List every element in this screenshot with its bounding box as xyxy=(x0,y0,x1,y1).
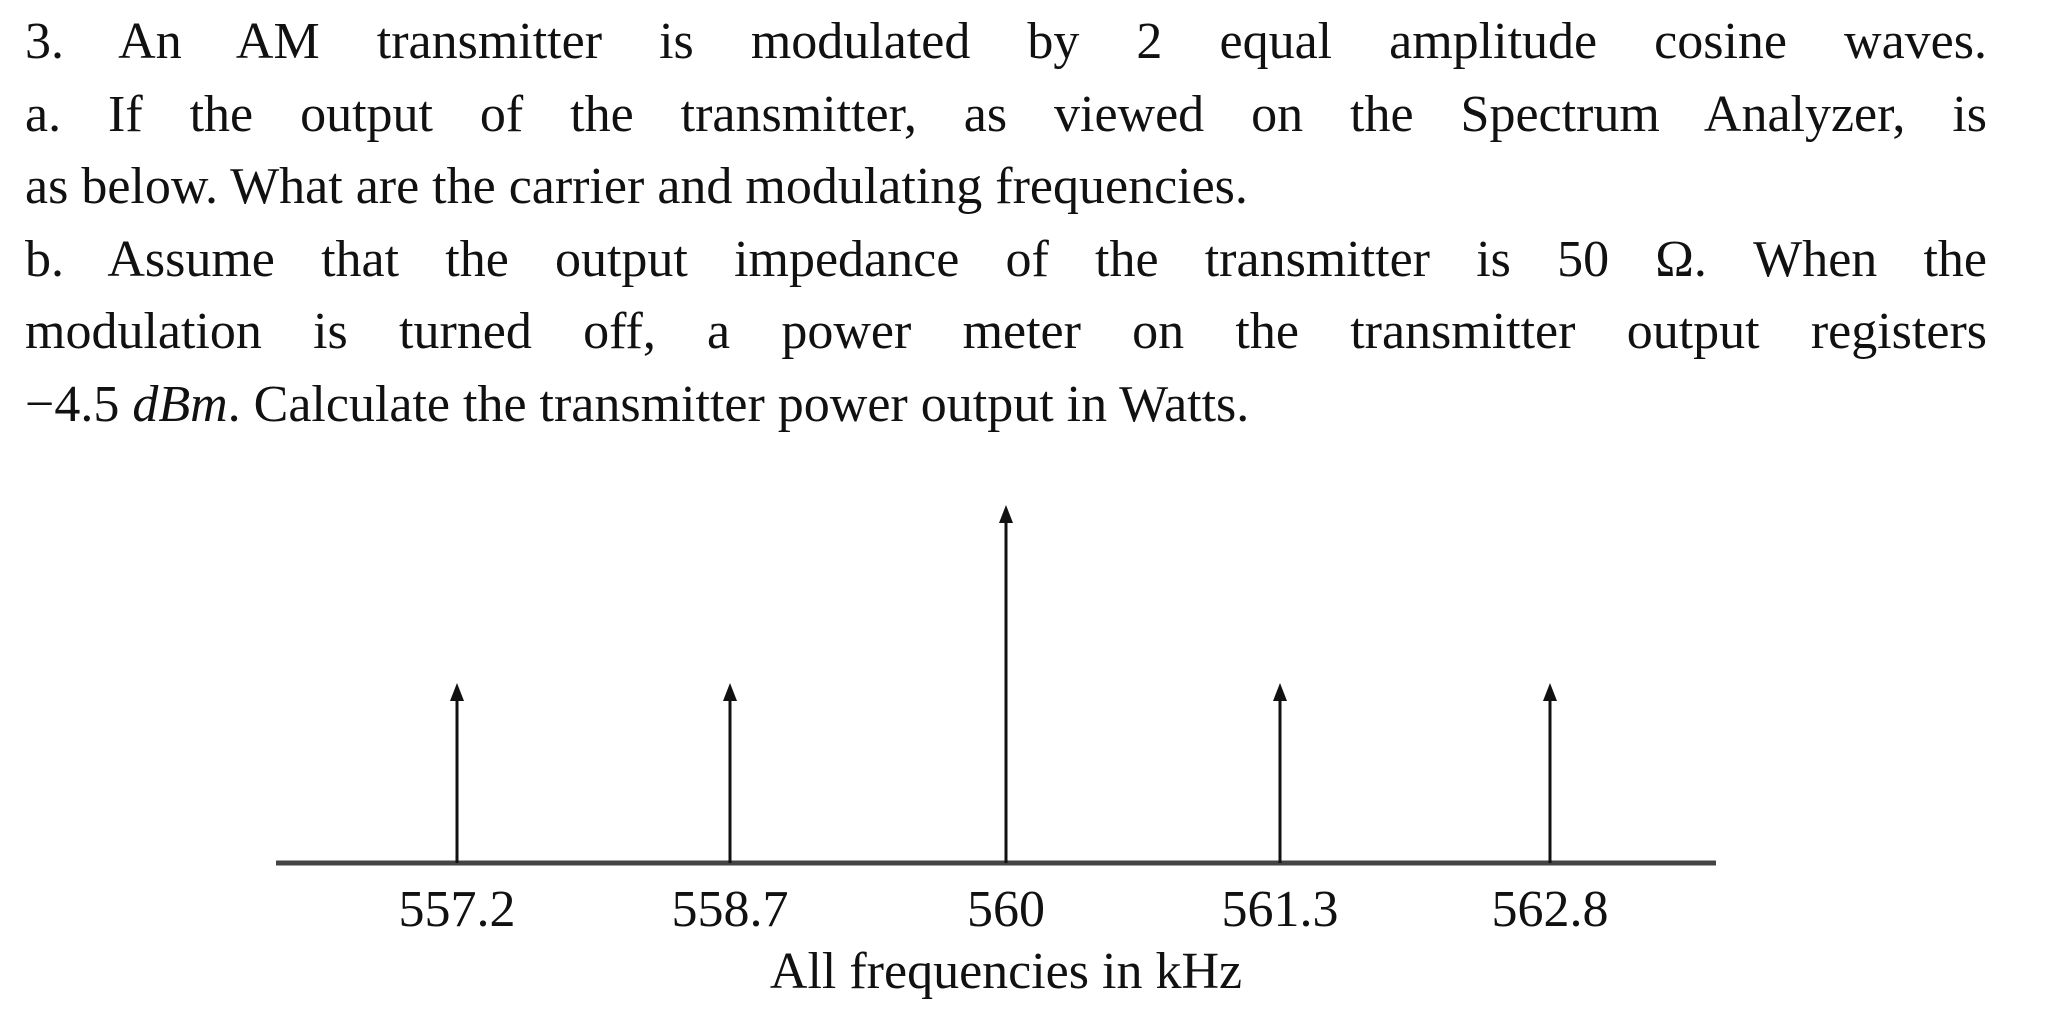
problem-statement: 3. An AM transmitter is modulated by 2 e… xyxy=(25,6,1987,441)
problem-line-6: −4.5 dBm. Calculate the transmitter powe… xyxy=(25,369,1987,442)
tick-label: 561.3 xyxy=(1221,881,1339,938)
arrowhead-icon xyxy=(1543,683,1557,701)
arrowhead-icon xyxy=(723,683,737,701)
spectral-line-arrow xyxy=(999,505,1013,863)
tick-label: 557.2 xyxy=(398,881,516,938)
spectrum-figure: 557.2 558.7 560 561.3 562.8 All frequencies … xyxy=(0,480,2046,1025)
power-unit: dBm xyxy=(132,375,228,433)
spectral-line-arrow xyxy=(1543,683,1557,863)
problem-line-1: 3. An AM transmitter is modulated by 2 e… xyxy=(25,13,1987,70)
arrowhead-icon xyxy=(999,505,1013,523)
spectral-line-arrow xyxy=(723,683,737,863)
problem-line-5: modulation is turned off, a power meter … xyxy=(25,303,1987,360)
spectral-lines xyxy=(450,505,1557,863)
problem-line-4: b. Assume that the output impedance of t… xyxy=(25,230,1987,288)
tick-label: 558.7 xyxy=(671,881,789,938)
problem-line-2: a. If the output of the transmitter, as … xyxy=(25,85,1987,143)
spectral-line-arrow xyxy=(1273,683,1287,863)
problem-line-3: as below. What are the carrier and modul… xyxy=(25,158,1248,215)
tick-label: 562.8 xyxy=(1491,881,1609,938)
problem-line-6-rest: . Calculate the transmitter power output… xyxy=(227,375,1250,433)
spectrum-plot xyxy=(276,505,1716,866)
arrowhead-icon xyxy=(450,683,464,701)
spectral-line-arrow xyxy=(450,683,464,863)
axis-title: All frequencies in kHz xyxy=(769,943,1243,1000)
power-value: −4.5 xyxy=(25,375,120,433)
arrowhead-icon xyxy=(1273,683,1287,701)
tick-label: 560 xyxy=(967,881,1045,938)
